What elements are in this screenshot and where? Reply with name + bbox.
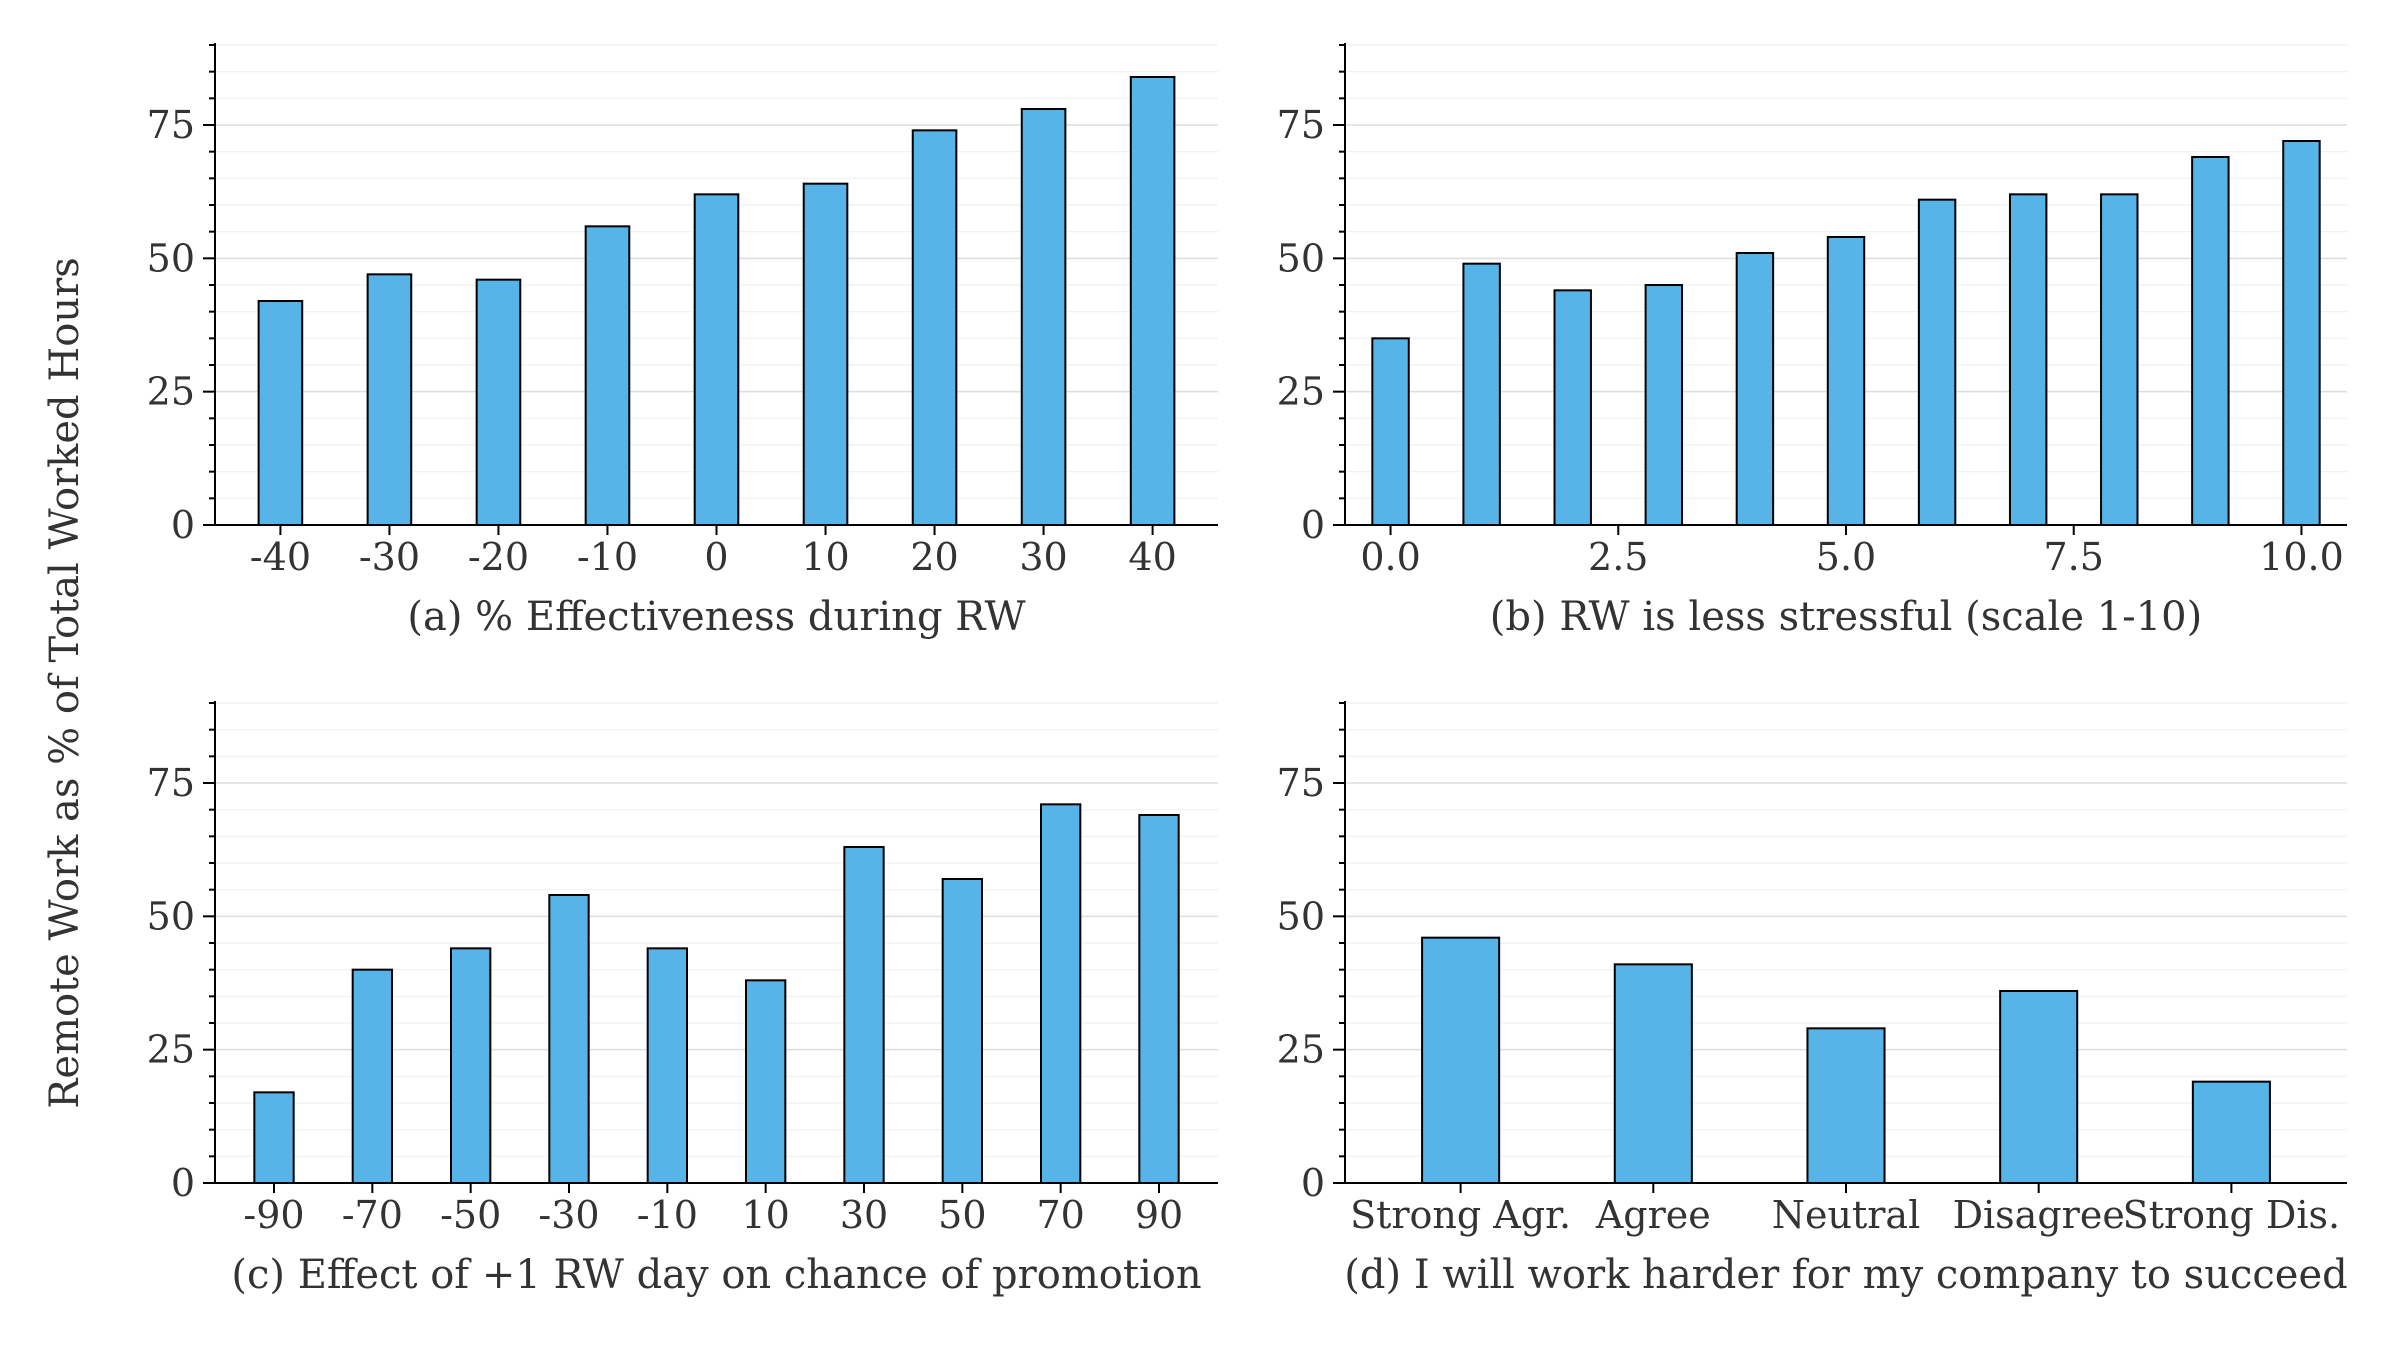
y-tick-label: 25 — [147, 1028, 195, 1072]
bar — [2191, 156, 2230, 526]
bar — [548, 894, 590, 1184]
bar — [1999, 990, 2079, 1184]
x-tick-label: 20 — [910, 535, 958, 579]
y-tick-label: 25 — [1277, 370, 1325, 414]
bar — [2282, 140, 2321, 526]
panel-a: 0 25 50 75 -40 -30 -20 -10 0 10 20 30 40 (a) % Effect… — [147, 43, 1218, 640]
bar — [351, 968, 393, 1185]
bar — [745, 979, 787, 1184]
bar — [1138, 814, 1180, 1184]
y-tick-label: 50 — [147, 894, 195, 938]
x-tick-label: -40 — [250, 535, 311, 579]
bar — [253, 1091, 295, 1185]
bar — [1826, 236, 1866, 526]
bar — [2008, 193, 2048, 526]
x-tick-label: Neutral — [1772, 1193, 1920, 1237]
y-tick-label: 50 — [147, 236, 195, 280]
y-tick-label: 25 — [147, 370, 195, 414]
bar — [2100, 193, 2139, 526]
bar — [2191, 1080, 2271, 1184]
x-tick-label: 10 — [741, 1193, 789, 1237]
x-axis-label: (d) I will work harder for my company to… — [1344, 1252, 2347, 1298]
bar — [843, 846, 885, 1184]
x-tick-label: 40 — [1128, 535, 1176, 579]
bar — [366, 273, 413, 527]
y-tick-label: 75 — [147, 761, 195, 805]
bar — [1421, 936, 1501, 1185]
x-tick-label: 2.5 — [1588, 535, 1648, 579]
bar — [941, 878, 984, 1184]
bar — [802, 182, 849, 527]
shared-y-axis-label: Remote Work as % of Total Worked Hours — [42, 257, 88, 1109]
bar — [1613, 963, 1693, 1184]
bar — [584, 225, 631, 526]
bar — [1806, 1027, 1886, 1185]
bar — [1129, 76, 1176, 526]
bar — [1735, 252, 1775, 526]
bar — [257, 300, 304, 526]
y-tick-label: 0 — [1301, 1161, 1325, 1205]
x-tick-label: Agree — [1595, 1193, 1711, 1237]
x-axis-label: (a) % Effectiveness during RW — [407, 594, 1025, 640]
bar — [1644, 284, 1684, 526]
x-tick-label: Strong Dis. — [2123, 1193, 2340, 1237]
bar — [693, 193, 740, 526]
x-tick-label: 10.0 — [2259, 535, 2344, 579]
x-tick-label: Disagree — [1953, 1193, 2125, 1237]
bar — [450, 947, 492, 1184]
panel-c: 0 25 50 75 -90 -70 -50 -30 -10 10 30 50 70 90 (c) Effe… — [147, 701, 1218, 1298]
y-tick-label: 50 — [1277, 236, 1325, 280]
x-axis-label: (c) Effect of +1 RW day on chance of pro… — [231, 1252, 1201, 1298]
y-tick-label: 0 — [171, 1161, 195, 1205]
x-tick-label: 90 — [1135, 1193, 1183, 1237]
bar — [1020, 108, 1067, 526]
x-tick-label: Strong Agr. — [1350, 1193, 1571, 1237]
panels: 0 25 50 75 -40 -30 -20 -10 0 10 20 30 40 (a) % Effect… — [147, 43, 2348, 1298]
panel-d: 0 25 50 75 Strong Agr. Agree Neutral DisagreeSt… — [1277, 701, 2348, 1298]
x-tick-label: -70 — [342, 1193, 403, 1237]
y-tick-label: 0 — [1301, 503, 1325, 547]
bar — [475, 278, 522, 526]
panel-b: 0 25 50 75 0.0 2.5 5.0 7.5 10.0 (b) RW is less st… — [1277, 43, 2347, 640]
bar — [1553, 289, 1592, 527]
x-tick-label: 30 — [840, 1193, 888, 1237]
y-tick-label: 75 — [1277, 103, 1325, 147]
x-tick-label: 0 — [704, 535, 728, 579]
x-tick-label: -30 — [538, 1193, 599, 1237]
x-tick-label: 70 — [1036, 1193, 1084, 1237]
x-tick-label: -90 — [243, 1193, 304, 1237]
bar — [646, 947, 689, 1184]
bar — [1917, 198, 1957, 527]
bar — [1462, 262, 1501, 526]
y-tick-label: 0 — [171, 503, 195, 547]
x-tick-label: -10 — [637, 1193, 698, 1237]
x-tick-label: 50 — [938, 1193, 986, 1237]
x-tick-label: -30 — [359, 535, 420, 579]
y-tick-label: 50 — [1277, 894, 1325, 938]
x-tick-label: 0.0 — [1360, 535, 1420, 579]
y-tick-label: 75 — [147, 103, 195, 147]
bar — [1040, 803, 1082, 1184]
bar — [911, 129, 958, 526]
x-tick-label: 5.0 — [1816, 535, 1876, 579]
y-tick-label: 75 — [1277, 761, 1325, 805]
x-tick-label: 7.5 — [2044, 535, 2104, 579]
x-tick-label: 10 — [801, 535, 849, 579]
x-tick-label: 30 — [1019, 535, 1067, 579]
x-tick-label: -10 — [577, 535, 638, 579]
x-tick-label: -50 — [440, 1193, 501, 1237]
x-axis-label: (b) RW is less stressful (scale 1-10) — [1490, 594, 2202, 640]
x-tick-label: -20 — [468, 535, 529, 579]
y-tick-label: 25 — [1277, 1028, 1325, 1072]
bar — [1371, 337, 1410, 527]
